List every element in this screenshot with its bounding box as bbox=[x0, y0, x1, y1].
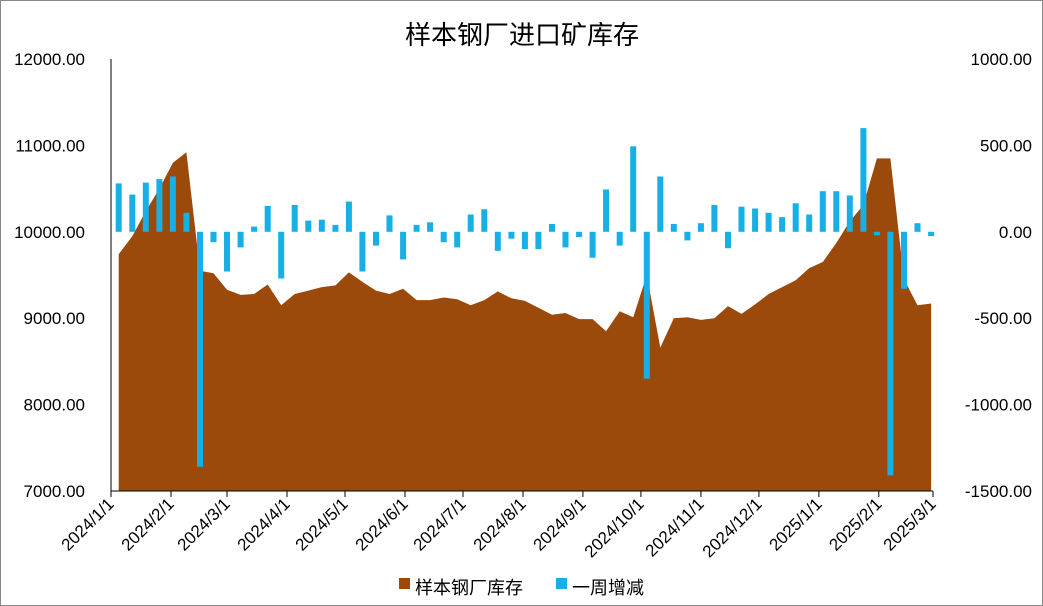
x-tick-label: 2024/4/1 bbox=[234, 494, 294, 554]
legend-label-weekly-change: 一周增减 bbox=[572, 578, 644, 599]
right-tick-label: 0.00 bbox=[999, 223, 1032, 242]
weekly-change-bar bbox=[873, 231, 880, 236]
weekly-change-bar bbox=[928, 231, 935, 237]
weekly-change-bar bbox=[819, 191, 826, 232]
left-tick-label: 8000.00 bbox=[24, 396, 85, 415]
x-tick-label: 2024/2/1 bbox=[118, 494, 178, 554]
weekly-change-bar bbox=[765, 212, 772, 232]
weekly-change-bar bbox=[603, 189, 610, 232]
weekly-change-bar bbox=[616, 231, 623, 246]
weekly-change-bar bbox=[521, 231, 528, 250]
x-tick-label: 2024/10/1 bbox=[581, 494, 648, 561]
weekly-change-bar bbox=[657, 176, 664, 232]
weekly-change-bar bbox=[427, 222, 434, 232]
weekly-change-bar bbox=[345, 201, 352, 232]
weekly-change-bar bbox=[806, 214, 813, 232]
weekly-change-bar bbox=[833, 191, 840, 232]
left-tick-label: 11000.00 bbox=[15, 136, 85, 155]
weekly-change-bar bbox=[305, 220, 312, 232]
weekly-change-bar bbox=[684, 231, 691, 241]
weekly-change-bar bbox=[752, 208, 759, 232]
weekly-change-bar bbox=[264, 205, 271, 232]
weekly-change-bar bbox=[197, 231, 203, 467]
weekly-change-bar bbox=[549, 224, 555, 232]
weekly-change-bar bbox=[129, 194, 136, 232]
x-tick-label: 2024/5/1 bbox=[292, 494, 352, 554]
legend-label-inventory: 样本钢厂库存 bbox=[415, 578, 523, 599]
weekly-change-bar bbox=[359, 231, 366, 272]
x-tick-label: 2024/8/1 bbox=[470, 494, 530, 554]
weekly-change-bar bbox=[413, 224, 420, 232]
weekly-change-bar bbox=[251, 226, 258, 232]
weekly-change-bar bbox=[535, 231, 542, 250]
weekly-change-bar bbox=[183, 212, 190, 232]
right-tick-label: -1500.00 bbox=[965, 482, 1032, 501]
weekly-change-bar bbox=[373, 231, 379, 246]
weekly-change-bar bbox=[697, 223, 704, 232]
weekly-change-bar bbox=[454, 231, 461, 248]
inventory-area bbox=[118, 152, 932, 492]
weekly-change-bar bbox=[318, 219, 325, 232]
x-tick-label: 2024/12/1 bbox=[699, 494, 766, 561]
weekly-change-bar bbox=[643, 231, 650, 379]
weekly-change-bar bbox=[670, 224, 677, 232]
x-tick-label: 2025/3/1 bbox=[880, 494, 940, 554]
weekly-change-bar bbox=[887, 231, 894, 476]
weekly-change-bar bbox=[278, 231, 285, 279]
x-tick-label: 2024/1/1 bbox=[58, 494, 118, 554]
area-layer bbox=[118, 152, 932, 492]
weekly-change-bar bbox=[291, 205, 298, 232]
chart-title: 样本钢厂进口矿库存 bbox=[405, 21, 639, 51]
weekly-change-bar bbox=[711, 205, 718, 232]
weekly-change-bar bbox=[210, 231, 217, 243]
left-tick-label: 10000.00 bbox=[14, 223, 85, 242]
weekly-change-bar bbox=[224, 231, 230, 272]
weekly-change-bar bbox=[386, 215, 393, 232]
right-tick-label: -500.00 bbox=[974, 309, 1032, 328]
legend-swatch-inventory bbox=[399, 578, 410, 589]
left-tick-label: 9000.00 bbox=[24, 309, 85, 328]
weekly-change-bar bbox=[156, 179, 163, 232]
weekly-change-bar bbox=[792, 203, 799, 232]
weekly-change-bar bbox=[481, 209, 488, 232]
weekly-change-bar bbox=[332, 224, 339, 232]
weekly-change-bar bbox=[725, 231, 731, 249]
left-tick-label: 12000.00 bbox=[14, 50, 85, 69]
weekly-change-bar bbox=[467, 214, 474, 232]
weekly-change-bar bbox=[494, 231, 501, 251]
weekly-change-bar bbox=[142, 182, 149, 232]
x-tick-label: 2024/9/1 bbox=[529, 494, 589, 554]
legend: 样本钢厂库存 一周增减 bbox=[399, 578, 644, 599]
weekly-change-bar bbox=[860, 128, 867, 232]
x-tick-label: 2024/3/1 bbox=[174, 494, 234, 554]
weekly-change-bar bbox=[589, 231, 596, 258]
x-tick-label: 2024/11/1 bbox=[642, 494, 708, 560]
weekly-change-bar bbox=[779, 217, 786, 232]
right-tick-label: -1000.00 bbox=[965, 396, 1032, 415]
weekly-change-bar bbox=[901, 231, 907, 289]
weekly-change-bar bbox=[630, 146, 637, 232]
right-tick-label: 500.00 bbox=[980, 136, 1032, 155]
left-tick-label: 7000.00 bbox=[24, 482, 85, 501]
x-tick-label: 2025/2/1 bbox=[825, 494, 885, 554]
x-tick-label: 2024/6/1 bbox=[352, 494, 412, 554]
x-tick-label: 2025/1/1 bbox=[765, 494, 825, 554]
weekly-change-bar bbox=[440, 231, 447, 243]
right-tick-label: 1000.00 bbox=[971, 50, 1032, 69]
bar-layer bbox=[115, 128, 935, 476]
legend-swatch-weekly-change bbox=[556, 578, 567, 589]
x-tick-label: 2024/7/1 bbox=[410, 494, 470, 554]
weekly-change-bar bbox=[169, 176, 176, 232]
weekly-change-bar bbox=[562, 231, 569, 248]
weekly-change-bar bbox=[846, 195, 853, 232]
weekly-change-bar bbox=[576, 231, 583, 237]
weekly-change-bar bbox=[508, 231, 515, 239]
weekly-change-bar bbox=[400, 231, 407, 260]
weekly-change-bar bbox=[738, 206, 745, 232]
weekly-change-bar bbox=[237, 231, 244, 248]
weekly-change-bar bbox=[115, 183, 122, 232]
weekly-change-bar bbox=[914, 223, 921, 232]
